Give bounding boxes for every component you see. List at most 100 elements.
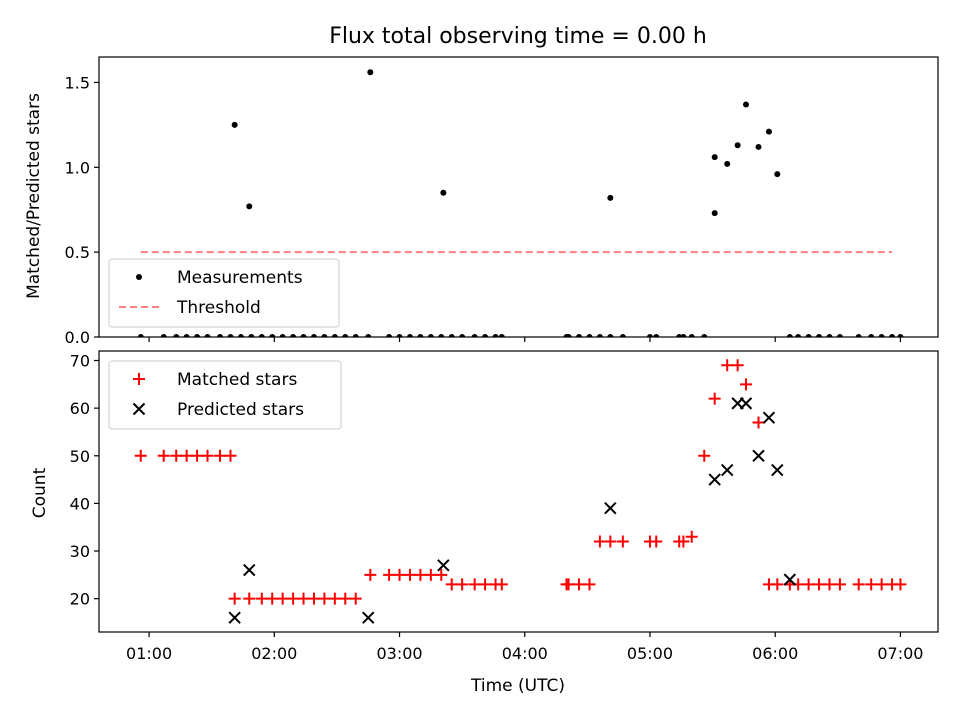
- measurement-point: [805, 334, 812, 337]
- chart-title: Flux total observing time = 0.00 h: [329, 24, 707, 49]
- measurement-point: [365, 334, 372, 337]
- measurement-point: [237, 334, 244, 337]
- measurement-point: [734, 142, 741, 149]
- matched-stars-point: [307, 592, 320, 605]
- matched-stars-point: [318, 592, 331, 605]
- matched-stars-point: [721, 359, 734, 372]
- matched-stars-point: [894, 578, 907, 591]
- top-plot-area: [137, 69, 904, 337]
- matched-stars-point: [157, 449, 170, 462]
- matched-stars-point: [191, 449, 204, 462]
- measurement-point: [836, 334, 843, 337]
- matched-stars-point: [445, 578, 458, 591]
- measurement-point: [173, 334, 180, 337]
- bottom-y-tick-label: 50: [70, 447, 90, 466]
- measurement-point: [765, 128, 772, 135]
- measurement-point: [492, 334, 499, 337]
- matched-stars-point: [255, 592, 268, 605]
- measurement-point: [367, 69, 374, 76]
- measurement-point: [607, 194, 614, 201]
- measurement-point: [352, 334, 359, 337]
- top-plot-panel: 0.0 0.5 1.0 1.5 Measurements Threshold: [65, 56, 939, 347]
- matched-stars-point: [865, 578, 878, 591]
- matched-stars-point: [802, 578, 815, 591]
- measurement-point: [342, 334, 349, 337]
- measurement-point: [440, 189, 447, 196]
- matched-stars-point: [214, 449, 227, 462]
- top-y-tick-label: 1.0: [65, 158, 90, 177]
- measurement-point: [897, 334, 904, 337]
- matched-stars-point: [583, 578, 596, 591]
- measurement-point: [246, 203, 253, 210]
- matched-stars-point: [328, 592, 341, 605]
- matched-stars-point: [875, 578, 888, 591]
- measurement-point: [321, 334, 328, 337]
- measurement-point: [258, 334, 265, 337]
- measurement-point: [160, 334, 167, 337]
- bottom-y-tick-label: 30: [70, 542, 90, 561]
- top-y-tick-label: 0.5: [65, 243, 90, 262]
- measurement-point: [786, 334, 793, 337]
- legend-matched-swatch: [133, 373, 145, 385]
- measurement-point: [482, 334, 489, 337]
- matched-stars-point: [266, 592, 279, 605]
- measurement-point: [300, 334, 307, 337]
- matched-stars-point: [393, 568, 406, 581]
- measurement-point: [565, 334, 572, 337]
- measurement-point: [688, 334, 695, 337]
- matched-stars-point: [573, 578, 586, 591]
- measurement-point: [417, 334, 424, 337]
- matched-stars-point: [276, 592, 289, 605]
- matched-stars-point: [349, 592, 362, 605]
- measurement-point: [576, 334, 583, 337]
- matched-stars-point: [180, 449, 193, 462]
- measurement-point: [290, 334, 297, 337]
- measurement-point: [868, 334, 875, 337]
- measurement-point: [889, 334, 896, 337]
- legend-label: Measurements: [177, 268, 303, 288]
- measurement-point: [183, 334, 190, 337]
- x-tick-label: 05:00: [627, 644, 673, 663]
- x-tick-label: 07:00: [877, 644, 923, 663]
- predicted-stars-point: [708, 473, 721, 486]
- measurement-point: [596, 334, 603, 337]
- measurement-point: [231, 121, 238, 128]
- measurement-point: [279, 334, 286, 337]
- matched-stars-point: [650, 535, 663, 548]
- measurement-point: [701, 334, 708, 337]
- bottom-y-tick-label: 60: [70, 399, 90, 418]
- measurement-point: [204, 334, 211, 337]
- measurement-point: [742, 101, 749, 108]
- measurement-point: [653, 334, 660, 337]
- matched-stars-point: [562, 578, 575, 591]
- bottom-axes-frame: [98, 350, 939, 633]
- bottom-plot-panel: 20 30 40 50 60 70 01:00 02:00 03:00 04:00 05:00 06:…: [70, 350, 939, 663]
- matched-stars-point: [852, 578, 865, 591]
- bottom-legend: Matched stars Predicted stars: [108, 360, 342, 430]
- measurement-point: [755, 143, 762, 150]
- matched-stars-point: [297, 592, 310, 605]
- matched-stars-point: [287, 592, 300, 605]
- x-axis-label: Time (UTC): [470, 676, 565, 696]
- legend-box: [108, 258, 340, 328]
- x-tick-label: 02:00: [251, 644, 297, 663]
- matched-stars-point: [403, 568, 416, 581]
- matched-stars-point: [771, 578, 784, 591]
- matched-stars-point: [414, 568, 427, 581]
- matched-stars-point: [823, 578, 836, 591]
- measurement-point: [438, 334, 445, 337]
- measurement-point: [724, 160, 731, 167]
- matched-stars-point: [677, 535, 690, 548]
- measurement-point: [459, 334, 466, 337]
- legend-label: Matched stars: [177, 370, 297, 390]
- x-tick-label: 04:00: [502, 644, 548, 663]
- bottom-y-axis-label: Count: [30, 467, 50, 518]
- x-tick-label: 03:00: [376, 644, 422, 663]
- matched-stars-point: [170, 449, 183, 462]
- matched-stars-point: [339, 592, 352, 605]
- matched-stars-point: [224, 449, 237, 462]
- matched-stars-point: [435, 568, 448, 581]
- predicted-stars-point: [604, 501, 617, 515]
- matched-stars-point: [813, 578, 826, 591]
